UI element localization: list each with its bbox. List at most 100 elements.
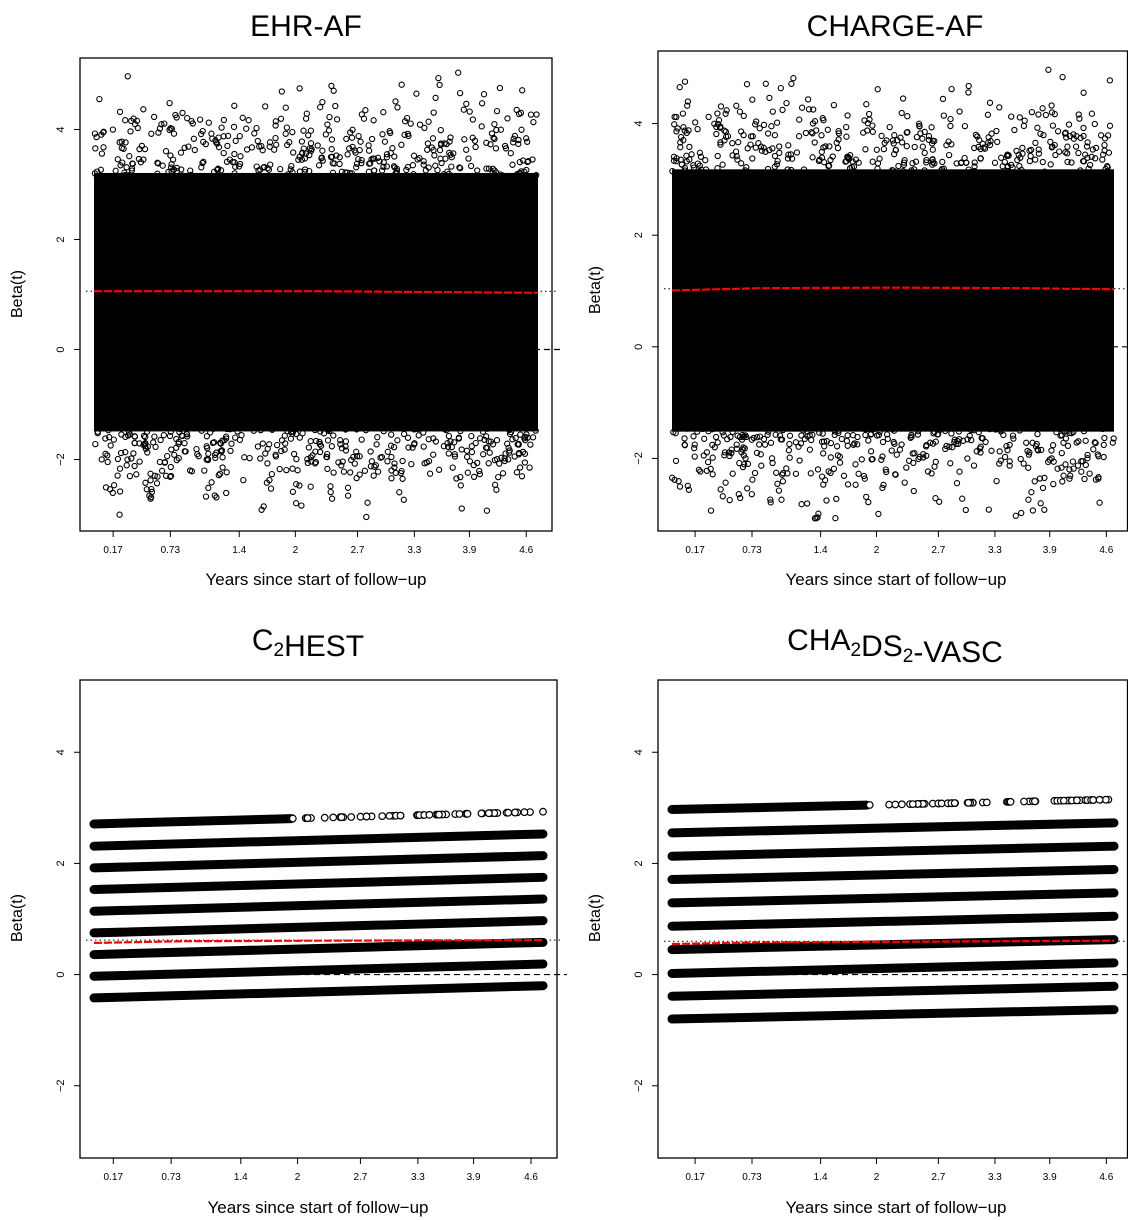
p1-point xyxy=(883,468,890,476)
p1-point xyxy=(764,431,771,438)
p0-point xyxy=(317,442,325,449)
p3-band-3 xyxy=(667,935,1119,955)
p0-point xyxy=(408,460,415,468)
p1-point xyxy=(876,428,883,435)
p0-point xyxy=(478,123,485,130)
p0-point xyxy=(456,164,463,171)
p0-point xyxy=(394,104,401,111)
p1-point xyxy=(779,478,787,485)
p1-point xyxy=(685,127,692,134)
p0-point xyxy=(329,159,336,167)
p1-point xyxy=(756,441,763,448)
p1-point xyxy=(749,155,756,162)
p1-point xyxy=(985,134,992,141)
p1-point xyxy=(1051,173,1058,180)
p0-point xyxy=(214,165,222,172)
p1-point xyxy=(896,446,904,453)
p1-point xyxy=(736,108,744,115)
p1-point xyxy=(1099,156,1106,163)
p1-point xyxy=(1029,439,1036,446)
p0-point xyxy=(155,129,162,136)
p0-point xyxy=(181,440,188,447)
p3-band-5 xyxy=(667,888,1119,908)
p0-point xyxy=(483,433,490,440)
p1-point xyxy=(830,101,838,109)
p1-point xyxy=(721,127,728,134)
p1-point xyxy=(729,421,736,428)
p1-point xyxy=(993,127,1000,135)
p0-point xyxy=(316,448,324,456)
p1-point xyxy=(762,80,769,87)
p1-point xyxy=(988,130,995,137)
p0-point xyxy=(378,167,386,174)
p1-point xyxy=(1084,139,1091,146)
p1-point xyxy=(878,456,885,463)
p0-point xyxy=(205,484,212,492)
p1-point xyxy=(1076,115,1083,122)
p1-point xyxy=(1109,439,1116,446)
p0-point xyxy=(116,511,123,518)
p0-point xyxy=(533,171,540,179)
p1-point xyxy=(849,158,856,165)
p1-point xyxy=(717,486,724,493)
p0-point xyxy=(505,456,512,463)
p3-band-7 xyxy=(667,841,1119,861)
p1-point xyxy=(1057,420,1064,427)
p1-point xyxy=(758,147,765,154)
p1-y-tick-label: 2 xyxy=(633,232,645,238)
p1-point xyxy=(827,454,834,461)
p2-y-tick-label: −2 xyxy=(55,1079,67,1092)
p1-point xyxy=(802,129,810,137)
p0-point xyxy=(98,456,105,463)
p0-point xyxy=(457,420,464,428)
p0-point xyxy=(283,466,290,474)
p1-point xyxy=(1006,441,1013,449)
p0-frame xyxy=(79,57,553,532)
p1-point xyxy=(919,143,926,150)
p0-point xyxy=(476,470,484,478)
p0-point xyxy=(476,420,483,427)
p0-point xyxy=(518,473,526,480)
p1-y-axis-label: Beta(t) xyxy=(587,266,604,314)
p1-point xyxy=(903,129,910,136)
p0-point xyxy=(348,424,355,431)
p3-smooth-curve xyxy=(671,939,1114,946)
p0-point xyxy=(258,142,265,150)
p1-point xyxy=(680,124,687,131)
p1-point xyxy=(1035,146,1042,153)
p1-point xyxy=(1074,462,1082,469)
p1-point xyxy=(672,421,679,428)
p0-point xyxy=(342,426,349,433)
p1-point xyxy=(844,112,851,119)
p2-y-tick-label: 2 xyxy=(55,860,67,866)
p0-point xyxy=(299,149,306,156)
p0-point xyxy=(449,464,456,471)
p0-point xyxy=(521,450,529,457)
p1-point-cloud-core xyxy=(672,169,1114,432)
p1-point xyxy=(865,110,873,118)
p1-point xyxy=(986,99,994,106)
p1-point xyxy=(733,441,740,448)
p0-point xyxy=(230,425,237,432)
p1-point xyxy=(713,130,720,138)
p1-point xyxy=(943,442,950,450)
p1-point xyxy=(733,102,740,109)
p0-point xyxy=(144,449,151,456)
p0-point xyxy=(529,434,537,441)
p0-point xyxy=(351,460,358,467)
p1-point xyxy=(1104,132,1112,139)
p2-point xyxy=(385,812,394,820)
p1-point xyxy=(914,170,921,177)
p0-point xyxy=(365,147,373,154)
p1-point xyxy=(712,433,720,441)
p1-point xyxy=(1073,439,1080,446)
p1-point xyxy=(1080,427,1088,435)
p0-point xyxy=(367,448,374,455)
p0-point xyxy=(314,142,321,149)
p1-point xyxy=(1078,458,1085,465)
p0-point xyxy=(102,450,109,457)
p0-point xyxy=(357,138,364,145)
p1-point xyxy=(906,423,913,430)
p1-point xyxy=(829,420,836,428)
p0-point xyxy=(404,163,412,171)
